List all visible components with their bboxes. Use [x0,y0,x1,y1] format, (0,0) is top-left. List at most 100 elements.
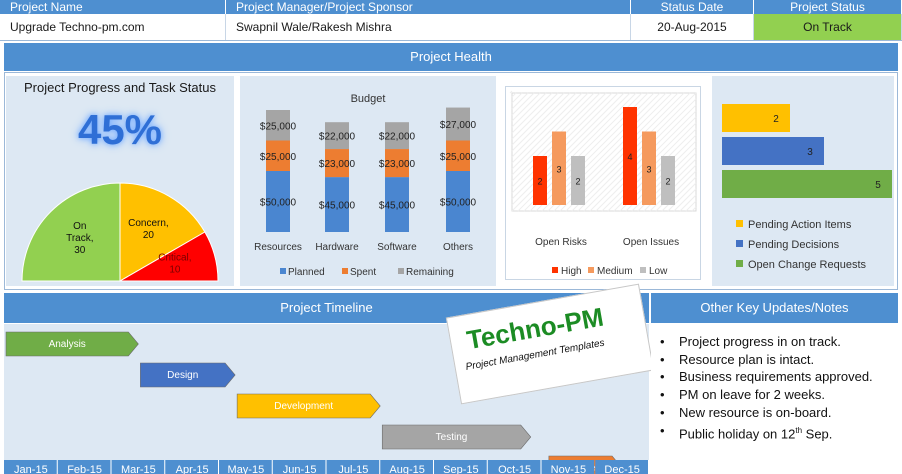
hatch-line [509,90,513,94]
month-label: Nov-15 [551,464,586,474]
risks-issues-chart: 2 3 2 Open Risks 4 3 2 Open Issues High Medium Low [509,90,697,277]
budget-bar-planned [385,177,409,232]
pending-data-label: 3 [807,147,813,158]
budget-bar-spent [385,149,409,178]
risk-data-label: 4 [627,152,632,162]
budget-bar-spent [266,140,290,171]
hatch-line [679,194,697,212]
hatch-line [685,200,697,212]
legend-swatch [640,267,646,273]
month-cell [487,460,541,474]
update-item-holiday: Public holiday on 12th Sep. [658,422,898,443]
header-project-manager: Project Manager/Project Sponsor [226,0,631,14]
hatch-line [511,92,571,152]
gantt-label: Development [274,401,333,412]
hatch-line [511,92,523,104]
project-status-cell[interactable]: On Track [754,14,902,40]
risk-data-label: 3 [646,164,651,174]
legend-label: Spent [350,267,376,278]
month-cell [111,460,165,474]
budget-data-label: $25,000 [440,152,477,163]
pie-slice-2 [118,231,219,282]
status-date-cell[interactable]: 20-Aug-2015 [631,14,754,40]
budget-data-label: $50,000 [260,198,297,209]
risk-bar-low [571,156,585,205]
risk-bar-high [533,156,547,205]
budget-data-label: $25,000 [260,152,297,163]
budget-bar-remaining [385,122,409,150]
budget-bar-remaining [266,110,290,141]
legend-label: High [561,266,582,277]
pie-label: On [73,221,86,232]
pie-slice-1 [119,182,206,282]
budget-category-label: Hardware [315,242,359,253]
budget-chart: Budget $50,000 $25,000 $25,000 Resources $45,… [254,93,477,278]
pending-items-chart: 2 Pending Action Items 3 Pending Decisions 5… [722,104,892,271]
gantt-label: Analysis [49,339,86,350]
risk-category-label: Open Risks [535,237,587,248]
legend-label: Medium [597,266,633,277]
pending-data-label: 5 [875,180,881,191]
budget-bar-planned [446,171,470,232]
month-label: Sep-15 [443,464,478,474]
risk-bar-low [661,156,675,205]
status-header-row: Project Name Project Manager/Project Spo… [0,0,902,14]
hatch-line [511,92,553,134]
month-cell [434,460,487,474]
header-status-date: Status Date [631,0,754,14]
status-values-row: Upgrade Techno-pm.com Swapnil Wale/Rakes… [0,14,902,41]
month-label: Aug-15 [389,464,424,474]
legend-swatch [736,260,743,267]
hatch-line [511,92,529,110]
hatch-line [691,206,697,212]
hatch-line [583,98,697,212]
month-label: Jan-15 [14,464,48,474]
budget-data-label: $25,000 [260,121,297,132]
budget-category-label: Software [377,242,417,253]
hatch-line [511,92,625,206]
budget-bar-remaining [446,107,470,141]
month-cell [4,460,57,474]
hatch-line [667,182,697,212]
holiday-suffix: Sep. [802,425,833,441]
budget-data-label: $45,000 [319,201,356,212]
project-manager-cell[interactable]: Swapnil Wale/Rakesh Mishra [226,14,631,40]
pending-items-panel: 2 Pending Action Items 3 Pending Decisions 5… [712,76,894,286]
update-item: Business requirements approved. [658,368,898,386]
holiday-text: Public holiday on 12 [679,425,796,441]
month-cell [57,460,111,474]
legend-label: Open Change Requests [748,259,867,271]
legend-swatch [588,267,594,273]
legend-label: Planned [288,267,325,278]
gantt-bar-analysis [5,331,139,357]
budget-data-label: $27,000 [440,120,477,131]
risk-data-label: 2 [665,177,670,187]
project-name-cell[interactable]: Upgrade Techno-pm.com [0,14,226,40]
budget-bar-planned [325,177,349,232]
gantt-label: Design [167,370,198,381]
hatch-line [511,92,589,170]
legend-label: Remaining [406,267,454,278]
month-cell [380,460,433,474]
risk-bar-high [623,107,637,205]
budget-panel: Budget $50,000 $25,000 $25,000 Resources $45,… [240,76,496,286]
budget-data-label: $23,000 [379,159,416,170]
budget-data-label: $22,000 [319,132,356,143]
gantt-bar-development [236,393,381,419]
month-label: Apr-15 [176,464,209,474]
pending-data-label: 2 [773,114,779,125]
month-cell [595,460,648,474]
pie-label: 30 [74,245,86,256]
pie-label: Track, [66,233,93,244]
budget-data-label: $50,000 [440,198,477,209]
progress-title: Project Progress and Task Status [24,80,216,95]
month-label: Jul-15 [338,464,368,474]
hatch-line [511,92,583,164]
legend-swatch [552,267,558,273]
hatch-line [511,92,517,98]
budget-category-label: Others [443,242,473,253]
budget-bar-planned [266,171,290,232]
month-label: May-15 [228,464,265,474]
legend-swatch [736,240,743,247]
gantt-bar-testing [381,424,532,450]
